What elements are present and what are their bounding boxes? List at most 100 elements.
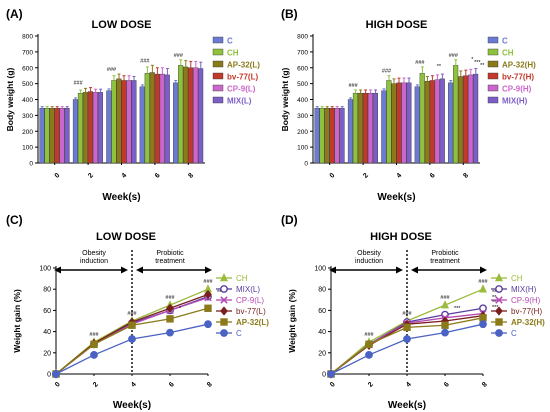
y-tick-label: 600 [297, 65, 308, 72]
bar [178, 65, 184, 164]
x-tick-label: 6 [429, 172, 437, 180]
legend-label: C [511, 329, 517, 338]
bar [324, 108, 330, 164]
panel-d-line-chart: (D) HIGH DOSE 0 20 40 60 80 100 Weight gain (%) 0… [275, 206, 550, 412]
significance-star: ** [437, 64, 442, 70]
data-point [90, 340, 98, 349]
data-point [204, 320, 212, 329]
data-point [128, 321, 136, 329]
bar [173, 82, 179, 164]
data-point [128, 335, 136, 343]
y-tick-label: 0 [47, 372, 51, 379]
y-tick-label: 700 [22, 49, 33, 56]
significance-star: * [179, 306, 182, 312]
legend-swatch [487, 72, 499, 80]
legend-marker [220, 273, 228, 282]
bar [352, 92, 358, 164]
y-tick-label: 0 [322, 372, 326, 379]
legend-swatch [212, 60, 224, 68]
bar [434, 79, 440, 164]
phase-label-left-line2: induction [80, 258, 108, 265]
legend-label: C [227, 37, 233, 46]
significance-star: * [471, 57, 474, 63]
bar [347, 99, 353, 164]
probiotic-treatment-arrow [411, 266, 487, 274]
legend-label: C [236, 329, 242, 338]
bar [357, 92, 363, 164]
y-tick-label: 200 [22, 129, 33, 136]
significance-hash: ### [415, 60, 425, 66]
bar [77, 92, 83, 164]
bar [362, 92, 368, 164]
bar [59, 108, 65, 164]
y-tick-label: 200 [297, 129, 308, 136]
data-point [479, 320, 487, 329]
y-axis-label: Weight gain (%) [12, 289, 22, 353]
y-axis-label: Weight gain (%) [287, 289, 297, 353]
bar [44, 108, 50, 164]
bar [468, 74, 474, 164]
legend-label: CH [236, 274, 248, 283]
legend-marker [220, 306, 228, 316]
bar [131, 80, 137, 164]
y-tick-label: 600 [22, 65, 33, 72]
bar [424, 81, 430, 164]
y-tick-label: 100 [39, 266, 51, 273]
y-tick-label: 20 [318, 350, 326, 357]
y-tick-label: 60 [43, 308, 51, 315]
bar [82, 92, 88, 164]
data-point [479, 284, 487, 293]
bar [159, 73, 165, 164]
significance-star: *** [454, 306, 461, 312]
arrow-head-left [54, 266, 61, 274]
arrow-head-left [411, 266, 418, 274]
significance-hash: ### [440, 295, 450, 301]
bar [111, 80, 117, 164]
legend-marker [495, 306, 503, 316]
y-tick-label: 0 [29, 161, 33, 168]
significance-hash: ### [74, 81, 84, 87]
arrow-head-left [136, 266, 143, 274]
legend-label: CP-9(L) [236, 296, 264, 305]
panel-label: (C) [6, 213, 23, 227]
bar [414, 86, 420, 164]
y-tick-label: 80 [318, 287, 326, 294]
legend-swatch [212, 84, 224, 92]
significance-hash: ### [127, 311, 137, 317]
data-point [166, 328, 174, 337]
y-tick-label: 20 [43, 350, 51, 357]
legend-label: CP-9(H) [502, 85, 532, 94]
bar [386, 80, 392, 164]
data-point [365, 351, 373, 359]
significance-hash: ### [382, 69, 392, 75]
probiotic-treatment-arrow [136, 266, 212, 274]
legend-marker [495, 273, 503, 282]
x-tick-label: 2 [367, 381, 375, 389]
legend-swatch [212, 48, 224, 56]
bar [406, 82, 412, 164]
significance-hash: ### [449, 53, 459, 59]
phase-label-right-line2: treatment [430, 258, 460, 265]
legend-swatch [487, 96, 499, 104]
data-point [166, 315, 174, 323]
bar [92, 92, 98, 164]
bar [97, 92, 103, 164]
bar [198, 68, 204, 164]
y-tick-label: 300 [22, 113, 33, 120]
legend-swatch [487, 84, 499, 92]
significance-star: *** [492, 300, 499, 306]
significance-star: ** [217, 290, 222, 296]
x-axis-label: Week(s) [102, 192, 140, 203]
y-tick-label: 60 [318, 308, 326, 315]
data-point [441, 300, 449, 309]
legend-marker [495, 285, 503, 293]
x-axis-label: Week(s) [388, 400, 426, 411]
x-tick-label: 8 [462, 172, 470, 180]
data-point [166, 303, 174, 313]
bar [453, 65, 459, 164]
obesity-induction-arrow [54, 266, 128, 274]
legend-marker [220, 285, 228, 293]
x-tick-label: 4 [405, 381, 413, 389]
bar [429, 80, 435, 164]
legend-swatch [212, 72, 224, 80]
